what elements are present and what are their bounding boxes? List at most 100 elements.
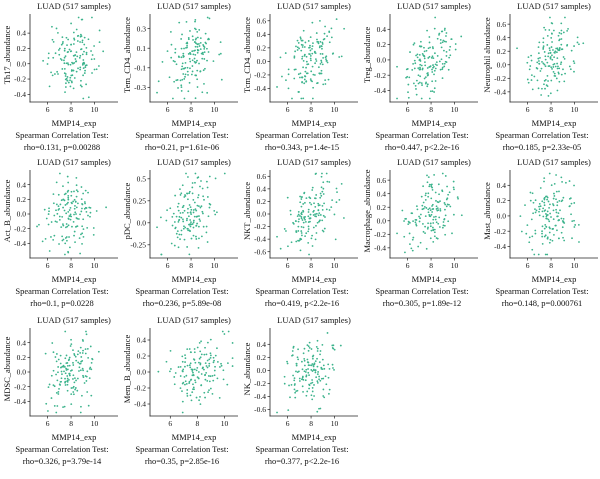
data-point [283, 375, 286, 378]
data-point [180, 192, 183, 195]
data-point [407, 96, 410, 99]
data-point [546, 44, 549, 46]
x-tick-label: 10 [451, 261, 459, 270]
data-point [192, 39, 194, 41]
data-point [204, 374, 206, 377]
data-point [314, 238, 317, 241]
data-point [316, 339, 319, 342]
data-point [516, 47, 518, 50]
data-point [191, 192, 194, 195]
data-point [199, 395, 201, 398]
data-point [199, 350, 202, 353]
data-point [57, 366, 60, 368]
data-point [301, 375, 304, 378]
data-point [314, 213, 317, 216]
data-point [321, 190, 324, 193]
data-point [46, 63, 49, 65]
data-point [81, 203, 84, 206]
data-point [64, 237, 67, 239]
data-point [325, 383, 328, 386]
data-point [442, 39, 445, 42]
data-point [62, 185, 64, 188]
data-point [303, 201, 306, 204]
data-point [537, 57, 540, 60]
data-point [55, 209, 57, 212]
data-point [309, 197, 312, 200]
data-point [203, 391, 206, 394]
y-tick-label: 0.2 [257, 197, 267, 206]
data-point [313, 362, 316, 365]
data-point [427, 222, 429, 225]
data-point [187, 53, 190, 55]
data-point [81, 207, 83, 210]
data-point [43, 208, 46, 211]
data-point [63, 405, 66, 408]
data-point [313, 202, 315, 205]
data-point [295, 362, 298, 365]
data-point [50, 221, 53, 223]
data-point [535, 209, 538, 212]
data-point [567, 27, 569, 30]
data-point [219, 366, 221, 368]
data-point [573, 184, 575, 187]
data-point [306, 72, 309, 75]
data-point [316, 381, 319, 384]
data-point [303, 364, 306, 367]
data-point [328, 368, 331, 370]
data-point [84, 352, 87, 355]
data-point [572, 60, 575, 63]
x-tick-label: 10 [211, 261, 219, 270]
data-point [433, 87, 436, 90]
panel-title: LUAD (517 samples) [37, 157, 111, 167]
data-point [315, 212, 318, 215]
data-point [79, 41, 81, 43]
data-point [189, 52, 192, 55]
data-point [528, 241, 531, 244]
data-point [310, 79, 313, 82]
data-point [309, 213, 312, 216]
data-point [84, 66, 87, 69]
data-point [320, 61, 323, 64]
data-point [72, 364, 75, 366]
data-point [196, 31, 199, 33]
data-point [310, 59, 312, 62]
data-point [71, 81, 73, 84]
data-point [331, 363, 334, 366]
data-point [290, 241, 293, 244]
data-point [426, 227, 429, 230]
data-point [198, 45, 201, 47]
data-point [563, 80, 566, 83]
data-point [533, 75, 536, 78]
data-point [298, 47, 300, 50]
y-tick-label: -0.25 [130, 240, 146, 249]
x-axis-label: MMP14_exp [171, 118, 217, 128]
data-point [221, 330, 224, 333]
data-point [184, 66, 187, 69]
data-point [55, 391, 58, 394]
data-point [64, 357, 67, 360]
data-point [172, 97, 174, 100]
data-point [300, 216, 303, 218]
data-point [187, 38, 190, 41]
data-point [431, 183, 433, 186]
data-point [301, 55, 304, 58]
data-point [300, 230, 303, 232]
data-point [557, 71, 560, 74]
data-point [73, 54, 76, 57]
data-point [448, 56, 451, 59]
data-point [302, 97, 305, 100]
data-point [405, 68, 408, 71]
data-point [218, 396, 221, 399]
data-point [545, 217, 548, 220]
data-point [214, 354, 217, 357]
data-point [313, 384, 315, 386]
data-point [285, 230, 287, 232]
data-point [556, 57, 559, 59]
data-point [190, 351, 192, 354]
data-point [66, 377, 69, 380]
data-point [578, 43, 580, 46]
data-point [62, 198, 65, 201]
y-tick-label: 0.2 [497, 196, 507, 205]
data-point [48, 250, 51, 252]
data-point [208, 358, 211, 361]
